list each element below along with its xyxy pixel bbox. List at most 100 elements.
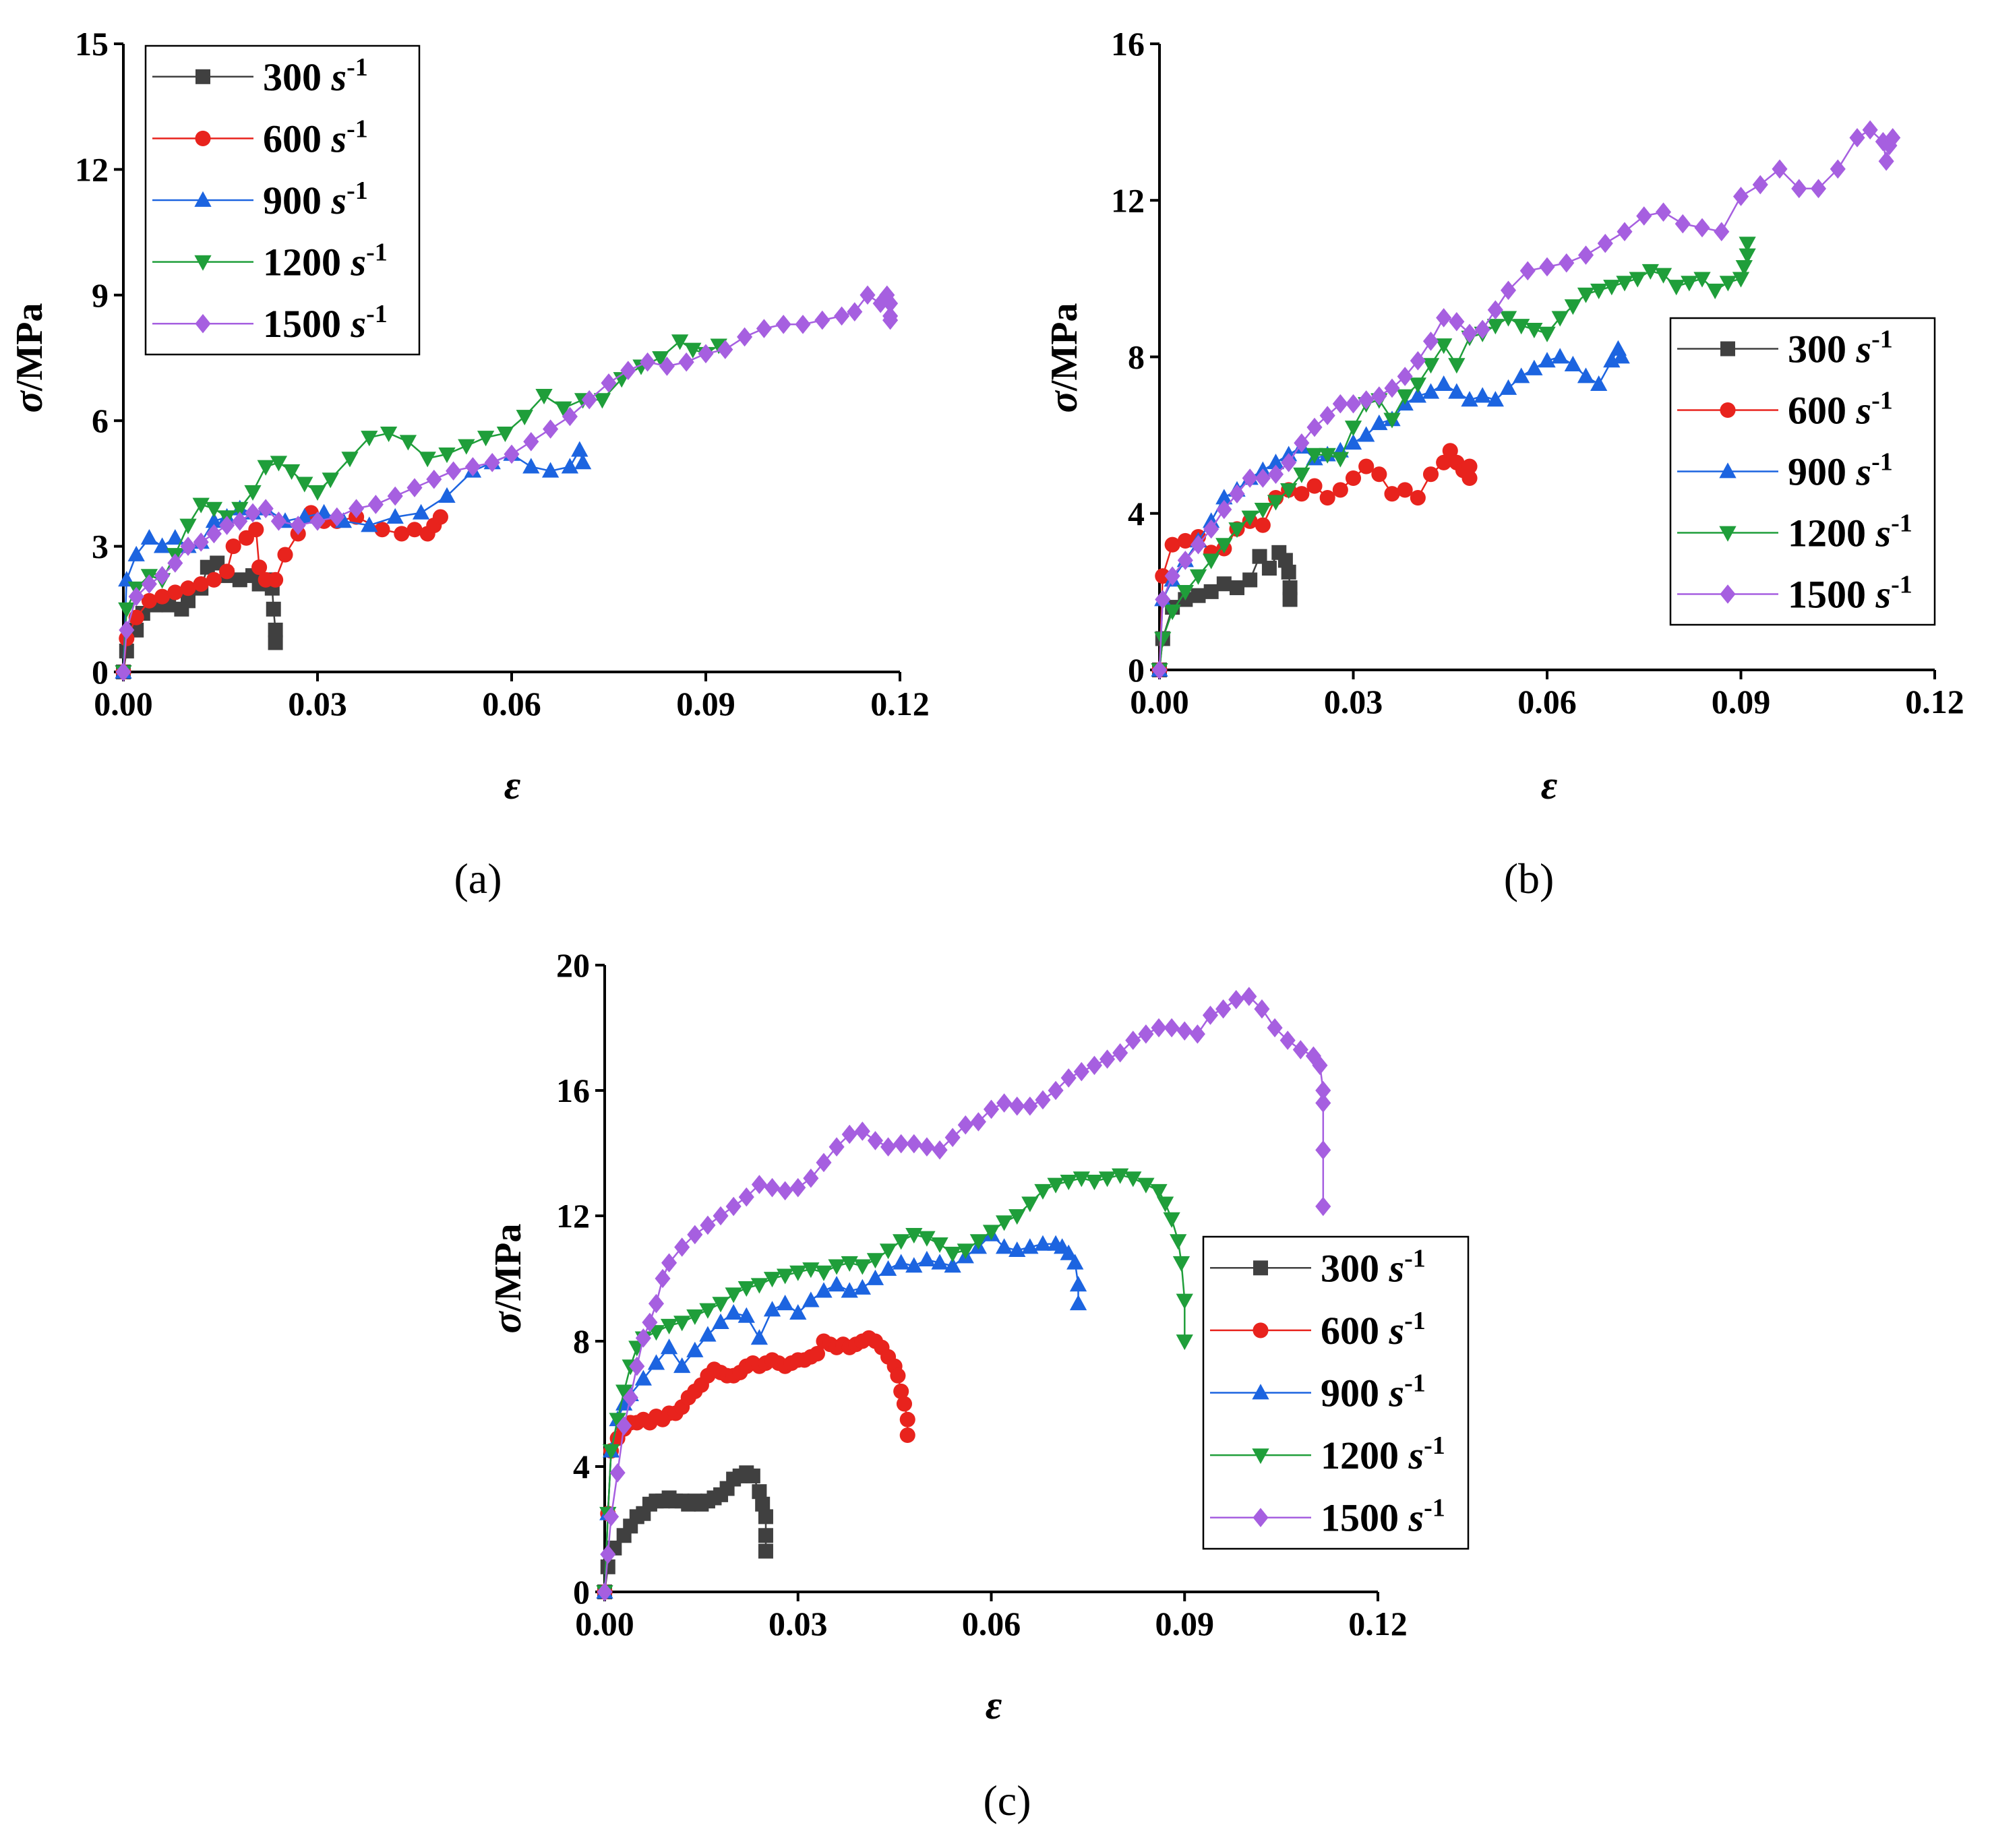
panel-a-data-point-900 xyxy=(571,441,589,457)
panel-a-data-point-1500 xyxy=(640,352,656,372)
panel-a-data-point-1500 xyxy=(882,293,899,313)
panel-b-data-point-1500 xyxy=(1694,218,1710,238)
panel-b-data-point-1200 xyxy=(1486,319,1504,335)
panel-b-data-point-600 xyxy=(1436,454,1452,470)
panel-c-data-point-1500 xyxy=(1254,999,1270,1019)
panel-c-x-tick-label: 0.06 xyxy=(962,1605,1021,1642)
panel-b-data-point-1200 xyxy=(1739,237,1756,253)
panel-b-data-point-900 xyxy=(1564,355,1581,372)
panel-c-x-axis-title: ε xyxy=(986,1683,1002,1727)
panel-a-legend-marker xyxy=(194,255,212,271)
panel-c-data-point-1200 xyxy=(609,1413,626,1429)
panel-c-data-point-300 xyxy=(600,1559,615,1574)
panel-b-data-point-900 xyxy=(1499,379,1517,395)
panel-b-data-point-1200 xyxy=(1513,319,1530,335)
panel-a-data-point-1500 xyxy=(562,406,578,427)
panel-c-data-point-900 xyxy=(1069,1276,1087,1292)
panel-c-data-point-1500 xyxy=(1073,1061,1089,1082)
panel-c-data-point-1500 xyxy=(996,1093,1013,1113)
panel-c-data-point-1200 xyxy=(1047,1177,1064,1194)
panel-c-data-point-300 xyxy=(758,1528,773,1543)
panel-a-data-point-1500 xyxy=(882,310,899,330)
panel-b-data-point-900 xyxy=(1267,454,1285,470)
panel-b-legend-label: 600 s-1 xyxy=(1788,387,1893,433)
panel-a-data-point-1500 xyxy=(678,352,694,372)
panel-a-data-point-1200 xyxy=(496,426,514,443)
panel-c-data-point-1500 xyxy=(609,1463,626,1483)
panel-c-data-point-900 xyxy=(1060,1244,1077,1260)
panel-b-x-tick-label: 0.06 xyxy=(1517,683,1577,720)
panel-a-x-tick-label: 0.03 xyxy=(288,685,347,722)
panel-a-data-point-600 xyxy=(225,538,241,555)
panel-b-data-point-300 xyxy=(1242,572,1258,588)
panel-c-data-point-1500 xyxy=(1125,1030,1141,1050)
panel-b-data-point-600 xyxy=(1410,489,1426,506)
panel-c-data-point-1500 xyxy=(655,1268,671,1289)
panel-c-data-point-300 xyxy=(745,1468,760,1483)
panel-c-y-tick-label: 4 xyxy=(573,1448,590,1485)
panel-a-series-900 xyxy=(115,441,592,679)
panel-a-data-point-1500 xyxy=(814,310,831,330)
panel-b-data-point-1200 xyxy=(1590,283,1608,299)
panel-b-data-point-1200 xyxy=(1164,605,1181,621)
panel-c-data-point-1500 xyxy=(1315,1080,1331,1101)
panel-b-data-point-1500 xyxy=(1752,175,1768,195)
panel-c-data-point-1500 xyxy=(635,1328,651,1348)
panel-a-data-point-1200 xyxy=(710,338,727,355)
panel-b-data-point-1200 xyxy=(1448,358,1466,374)
panel-c-data-point-1500 xyxy=(1312,1055,1328,1076)
panel-a-data-point-1200 xyxy=(535,389,553,405)
panel-c-data-point-1500 xyxy=(600,1544,616,1564)
panel-c-legend: 300 s-1 600 s-1 900 s-1 1200 s-1 1500 s-1 xyxy=(1202,1235,1470,1550)
panel-b-x-tick-label: 0.12 xyxy=(1905,683,1964,720)
panel-c-data-point-1500 xyxy=(1279,1030,1296,1050)
panel-c-data-point-900 xyxy=(1034,1235,1052,1251)
panel-a-data-point-300 xyxy=(232,572,247,588)
panel-b-data-point-1200 xyxy=(1422,358,1440,374)
panel-c-data-point-900 xyxy=(737,1307,755,1323)
panel-b-legend-marker xyxy=(1720,402,1736,419)
panel-a-data-point-1500 xyxy=(329,507,345,527)
panel-b-data-point-1200 xyxy=(1538,326,1556,342)
panel-b-data-point-600 xyxy=(1177,532,1193,549)
panel-c-legend-marker xyxy=(1253,1322,1269,1338)
panel-c-series-600 xyxy=(597,1330,915,1600)
panel-a-data-point-1200 xyxy=(419,452,436,468)
panel-b-data-point-1500 xyxy=(1306,417,1323,437)
panel-a-data-point-1200 xyxy=(322,472,339,489)
panel-c-data-point-1200 xyxy=(1176,1293,1193,1310)
panel-c-data-point-1500 xyxy=(1086,1055,1102,1076)
panel-c-data-point-1200 xyxy=(905,1228,923,1244)
panel-b-data-point-900 xyxy=(1551,348,1569,364)
panel-c-data-point-1200 xyxy=(1170,1234,1187,1250)
panel-c-data-point-1200 xyxy=(750,1278,768,1294)
panel-c-data-point-900 xyxy=(828,1276,845,1292)
panel-b-data-point-1500 xyxy=(1559,253,1575,273)
panel-c-data-point-600 xyxy=(896,1396,913,1412)
panel-b-data-point-1200 xyxy=(1331,452,1349,468)
panel-a-data-point-600 xyxy=(394,526,410,542)
panel-b-data-point-1500 xyxy=(1151,660,1168,680)
panel-c-data-point-1200 xyxy=(712,1297,729,1313)
panel-b-data-point-1500 xyxy=(1885,128,1901,148)
panel-b-data-point-1500 xyxy=(1267,464,1284,484)
panel-a-data-point-1500 xyxy=(847,302,863,321)
panel-c-chart: 0.00 0.03 0.06 0.09 0.12 0 4 8 12 16 20 ε σ/MPa (c) 30… xyxy=(485,946,1470,1824)
panel-b-data-point-1500 xyxy=(1449,311,1465,332)
panel-a-data-point-900 xyxy=(140,528,158,545)
panel-c-data-point-1500 xyxy=(1215,999,1232,1019)
panel-c-data-point-1500 xyxy=(1022,1096,1038,1116)
panel-b-legend-marker xyxy=(1719,462,1737,479)
panel-b-x-tick-label: 0.03 xyxy=(1324,683,1383,720)
panel-c-legend-label: 900 s-1 xyxy=(1321,1369,1426,1415)
panel-b-legend-label: 900 s-1 xyxy=(1788,448,1893,494)
panel-b-series-600 xyxy=(1151,443,1478,678)
panel-b-data-point-1500 xyxy=(1849,128,1865,148)
panel-c-data-point-900 xyxy=(866,1269,884,1285)
panel-a-y-tick-label: 3 xyxy=(92,528,109,565)
panel-c-data-point-1500 xyxy=(674,1237,690,1257)
panel-c-data-point-1200 xyxy=(1156,1196,1174,1212)
panel-b-data-point-1200 xyxy=(1499,311,1517,327)
panel-b-data-point-1500 xyxy=(1397,367,1413,386)
panel-c-data-point-1500 xyxy=(1048,1080,1064,1101)
